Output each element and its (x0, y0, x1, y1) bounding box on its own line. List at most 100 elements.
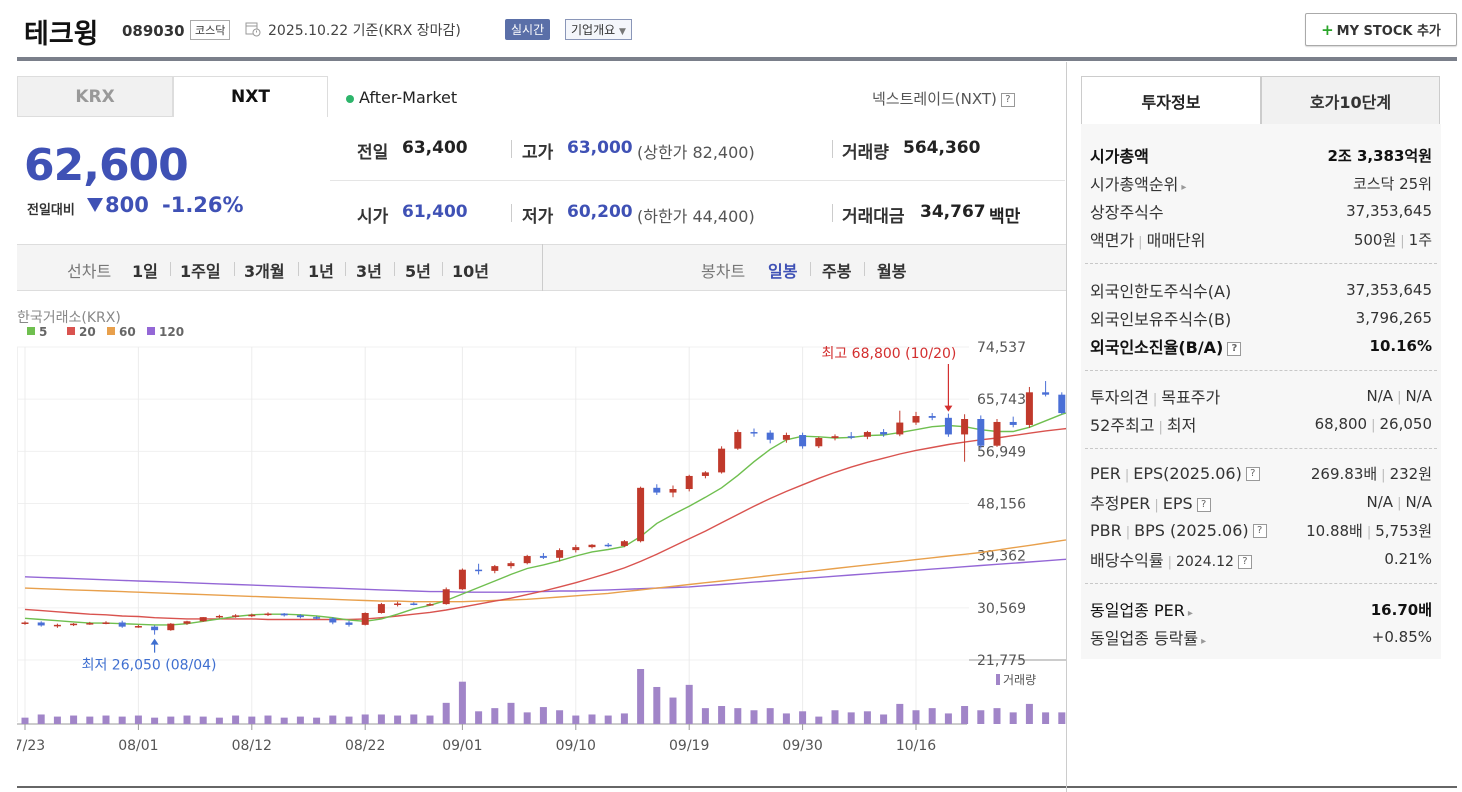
row-market-cap-rank[interactable]: 시가총액순위 ▸ 코스닥 25위 (1090, 170, 1432, 196)
row-market-cap: 시가총액 2조 3,383억원 (1090, 142, 1432, 168)
volume-bar (831, 710, 839, 724)
caret-down-icon: ▼ (619, 27, 626, 37)
candle-body (1025, 392, 1033, 425)
help-icon[interactable]: ? (1252, 524, 1267, 538)
opinion-value: N/A (1366, 387, 1394, 405)
w52-high-label: 52주최고 (1090, 416, 1155, 435)
volume-bar (977, 710, 985, 724)
nextrade-label: 넥스트레이드(NXT)? (872, 88, 1015, 109)
help-icon[interactable]: ? (1196, 497, 1211, 512)
volume-bar (588, 714, 596, 724)
header-divider (17, 57, 1457, 61)
tab-nxt[interactable]: NXT (173, 76, 328, 117)
volume-bar (572, 715, 580, 724)
candle-body (944, 417, 952, 435)
foreign-limit-label: 외국인한도주식수(A) (1090, 282, 1232, 301)
row-pbr: PBR | BPS (2025.06)? 10.88배 | 5,753원 (1090, 520, 1432, 540)
volume-bar (491, 708, 499, 724)
volume-bar (912, 710, 920, 724)
candle-body (928, 416, 936, 418)
market-cap-label: 시가총액 (1090, 147, 1149, 166)
bottom-divider (17, 786, 1457, 788)
candle-monthly[interactable]: 월봉 (877, 262, 907, 281)
caret-right-icon: ▸ (1201, 636, 1207, 647)
row-dividend: 배당수익률 | 2024.12? 0.21% (1090, 550, 1432, 570)
candle-body (685, 475, 693, 490)
prev-close-label: 전일 (357, 143, 389, 163)
period-3y[interactable]: 3년 (356, 262, 382, 281)
row-foreign-hold: 외국인보유주식수(B) 3,796,265 (1090, 305, 1432, 331)
period-1y[interactable]: 1년 (308, 262, 334, 281)
volume-bar (750, 710, 758, 724)
candle-chart-label: 봉차트 (701, 262, 746, 281)
period-bar-divider (542, 244, 543, 291)
legend-swatch (67, 327, 75, 335)
amount-unit: 백만 (989, 207, 1021, 227)
period-10y[interactable]: 10년 (452, 262, 489, 281)
company-overview-dropdown[interactable]: 기업개요 ▼ (565, 19, 632, 40)
period-5y[interactable]: 5년 (405, 262, 431, 281)
candle-body (426, 604, 434, 606)
div-value: 0.21% (1384, 550, 1432, 568)
row-industry-per[interactable]: 동일업종 PER ▸ 16.70배 (1090, 596, 1432, 622)
candle-body (296, 615, 304, 618)
row-industry-change[interactable]: 동일업종 등락률 ▸ +0.85% (1090, 624, 1432, 650)
x-tick-label: 08/12 (232, 738, 272, 754)
period-sep (298, 262, 299, 276)
candle-weekly[interactable]: 주봉 (822, 262, 852, 281)
pbr-label: PBR (1090, 520, 1122, 540)
candle-body (815, 437, 823, 447)
after-market-status: After-Market (346, 88, 457, 107)
period-sep (394, 262, 395, 276)
tab-order-book[interactable]: 호가10단계 (1261, 76, 1440, 125)
volume-bar (782, 713, 790, 724)
help-icon[interactable]: ? (1227, 341, 1242, 356)
volume-bar (734, 708, 742, 724)
change-percent: -1.26% (162, 193, 244, 217)
row-face-value: 액면가 | 매매단위 500원 | 1주 (1090, 230, 1432, 251)
candle-daily[interactable]: 일봉 (768, 262, 798, 281)
volume-bar (215, 717, 223, 724)
div-label: 배당수익률 (1090, 551, 1164, 570)
tab-krx[interactable]: KRX (17, 76, 173, 117)
ma20-line (24, 427, 1066, 621)
help-icon[interactable]: ? (1000, 92, 1015, 107)
add-mystock-button[interactable]: + MY STOCK 추가 (1305, 13, 1457, 46)
tab-investment-info[interactable]: 투자정보 (1081, 76, 1261, 125)
volume-bar (183, 715, 191, 724)
candle-body (718, 448, 726, 473)
volume-bar (458, 681, 466, 724)
volume-bar (86, 716, 94, 724)
candle-body (151, 626, 159, 631)
stat-divider (832, 204, 833, 222)
period-1w[interactable]: 1주일 (180, 262, 221, 281)
help-icon[interactable]: ? (1237, 554, 1252, 569)
period-3m[interactable]: 3개월 (244, 262, 285, 281)
candle-body (750, 432, 758, 434)
volume-bar (799, 711, 807, 724)
industry-per-label: 동일업종 PER (1090, 601, 1185, 620)
period-1d[interactable]: 1일 (132, 262, 158, 281)
nextrade-text: 넥스트레이드(NXT) (872, 90, 997, 108)
est-per-label: 추정PER (1090, 494, 1151, 513)
realtime-badge[interactable]: 실시간 (505, 19, 551, 40)
candle-body (653, 487, 661, 493)
change-value: 800 (105, 193, 149, 217)
candle-body (199, 617, 207, 622)
volume-bar (118, 716, 126, 724)
pbr-value: 10.88배 (1306, 521, 1363, 540)
industry-change-value: +0.85% (1371, 628, 1432, 646)
candle-body (248, 614, 256, 617)
volume-bar (21, 717, 29, 724)
volume-bar (766, 708, 774, 724)
candle-body (701, 472, 709, 476)
candle-body (896, 422, 904, 435)
volume-bar (1025, 703, 1033, 724)
volume-bar (70, 715, 78, 724)
volume-bar (248, 716, 256, 724)
help-icon[interactable]: ? (1245, 467, 1260, 481)
after-market-label: After-Market (359, 88, 458, 107)
volume-bar (102, 715, 110, 724)
status-dot-icon (346, 94, 354, 103)
bps-value: 5,753원 (1375, 521, 1432, 540)
